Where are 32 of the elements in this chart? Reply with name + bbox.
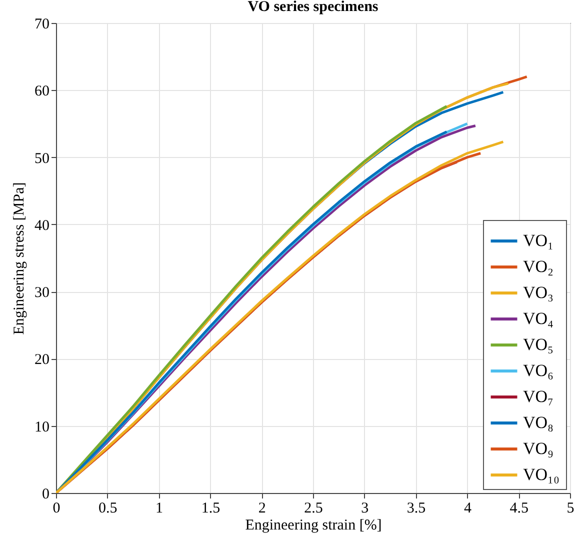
y-tick-label: 50 [34,150,50,167]
legend-label: VO₄ [523,309,554,328]
x-tick-label: 0 [52,500,60,516]
x-tick-label: 2.5 [304,500,323,516]
legend-label: VO₆ [523,361,554,380]
x-tick-label: 4 [464,500,472,516]
legend-label: VO₁₀ [523,465,560,484]
y-tick-label: 0 [42,486,50,502]
legend-label: VO₃ [523,283,554,302]
legend-label: VO₇ [523,387,554,406]
x-axis-title: Engineering strain [%] [245,518,382,534]
x-tick-label: 0.5 [98,500,118,516]
y-tick-label: 60 [34,84,50,100]
x-tick-label: 5 [566,500,574,516]
y-axis-title: Engineering stress [MPa] [12,182,28,335]
legend-label: VO₈ [523,413,554,432]
legend-label: VO₅ [523,335,554,354]
y-tick-label: 10 [34,419,50,436]
y-tick-label: 20 [34,352,50,368]
y-tick-label: 30 [34,285,50,302]
x-tick-label: 4.5 [510,500,528,516]
x-tick-label: 1 [156,500,164,516]
x-tick-label: 3 [361,500,369,516]
y-tick-label: 40 [34,218,50,234]
legend-label: VO₁ [523,231,554,250]
x-tick-label: 3.5 [406,500,426,516]
chart-title: VO series specimens [248,0,378,15]
legend-label: VO₂ [523,257,554,276]
x-tick-label: 2 [258,500,266,516]
x-tick-label: 1.5 [201,500,220,516]
legend-label: VO₉ [523,439,554,458]
y-tick-label: 70 [34,16,50,32]
